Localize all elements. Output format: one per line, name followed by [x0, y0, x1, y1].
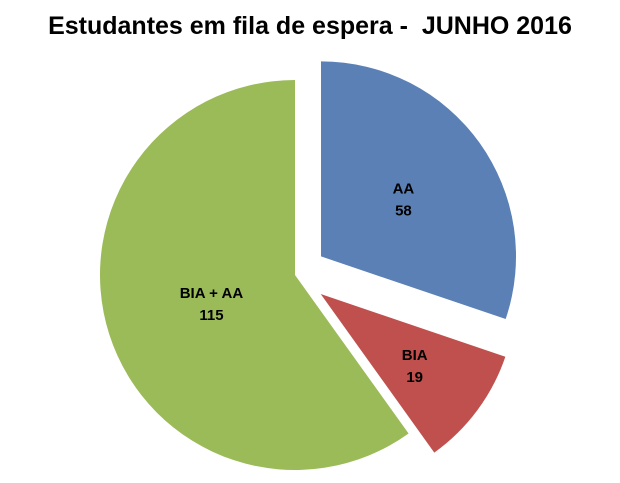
- pie-slice-bia: [320, 294, 506, 453]
- pie-slice-aa: [321, 61, 517, 320]
- data-label: BIA + AA 115: [180, 285, 244, 324]
- pie-slice-bia-aa: [100, 80, 409, 470]
- chart-title: Estudantes em fila de espera - JUNHO 201…: [48, 12, 572, 40]
- data-label: AA 58: [393, 180, 415, 219]
- data-label: BIA 19: [402, 347, 428, 386]
